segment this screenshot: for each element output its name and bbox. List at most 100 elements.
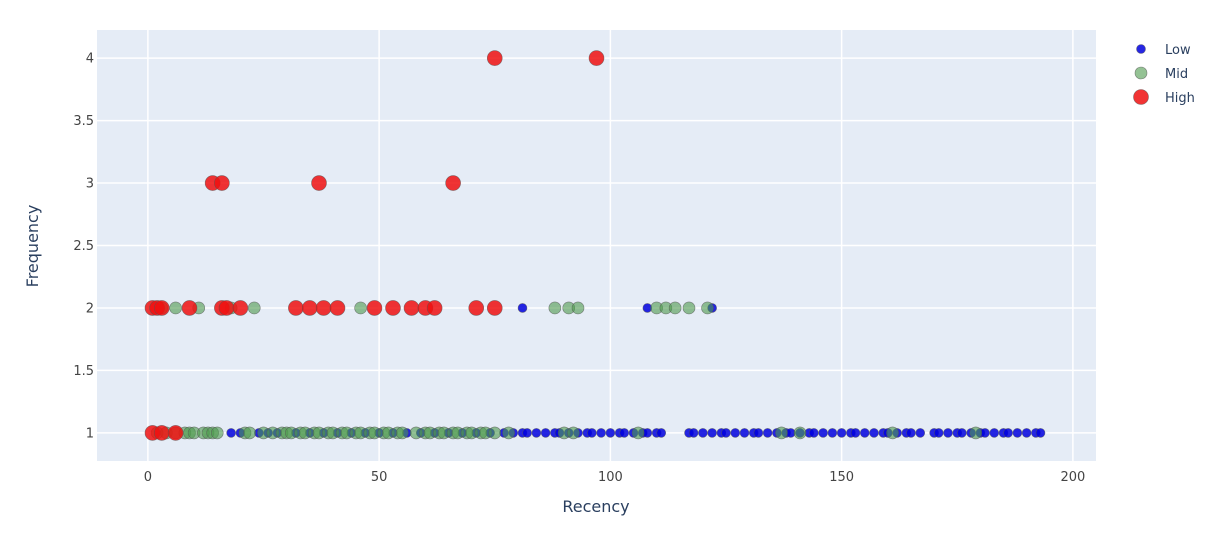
data-point-mid [775,426,788,440]
data-point-mid [243,426,256,440]
legend-marker [1134,66,1148,80]
y-tick-label: 3 [86,177,94,192]
y-tick-label: 1.5 [73,364,94,379]
legend[interactable]: Low Mid High [1133,43,1195,107]
data-point-low [906,428,916,438]
data-point-low [1035,428,1046,438]
data-point-low [869,428,879,438]
data-point-low [836,428,847,438]
data-point-low [915,428,926,438]
data-point-high [301,300,318,316]
data-point-low [1003,428,1013,438]
y-tick-label: 4 [86,52,94,67]
data-point-high [153,425,170,441]
legend-item-low[interactable]: Low [1136,43,1191,58]
data-point-high [468,300,485,316]
data-point-high [486,300,503,316]
data-point-low [517,303,528,313]
y-tick-label: 2 [86,301,94,316]
data-point-mid [502,426,515,440]
series-mid [150,301,983,440]
series-high [144,50,605,441]
data-point-low [762,428,773,438]
data-points [144,50,1046,441]
data-point-high [218,300,235,316]
data-point-mid [886,426,899,440]
data-point-low [753,428,764,438]
data-point-low [707,428,717,438]
data-point-mid [969,426,983,440]
legend-label: High [1165,91,1195,106]
data-point-low [730,428,741,438]
data-point-mid [210,426,224,440]
legend-item-mid[interactable]: Mid [1134,66,1188,82]
y-tick-labels: 1 1.5 2 2.5 3 3.5 4 [73,52,94,442]
data-point-mid [793,426,807,440]
data-point-mid [631,426,645,440]
data-point-high [311,175,327,191]
data-point-high [232,300,249,316]
data-point-low [605,428,616,438]
legend-item-high[interactable]: High [1133,89,1195,107]
data-point-low [721,428,731,438]
data-point-mid [682,301,696,315]
data-point-low [698,428,708,438]
data-point-low [809,428,819,438]
x-tick-label: 200 [1060,470,1085,485]
data-point-mid [548,301,562,315]
y-tick-label: 2.5 [73,239,94,254]
data-point-high [588,50,605,66]
data-point-mid [571,301,585,315]
data-point-low [1012,428,1023,438]
data-point-low [818,428,828,438]
data-point-high [486,50,503,66]
data-point-mid [668,301,682,315]
x-tick-label: 100 [598,470,623,485]
data-point-high [288,300,304,316]
data-point-low [226,428,236,438]
data-point-high [315,300,332,316]
data-point-low [587,428,597,438]
legend-marker [1136,44,1146,54]
data-point-high [445,175,461,191]
data-point-high [366,300,383,316]
data-point-high [329,300,346,316]
data-point-high [426,300,443,316]
data-point-mid [354,301,367,315]
data-point-mid [169,301,182,315]
data-point-low [1021,428,1032,438]
data-point-low [859,428,870,438]
data-point-low [957,428,967,438]
data-point-low [850,428,861,438]
data-point-mid [701,301,714,315]
data-point-low [739,428,750,438]
data-point-mid [567,426,580,440]
data-point-low [540,428,551,438]
y-tick-label: 3.5 [73,114,94,129]
legend-label: Mid [1165,67,1188,82]
data-point-high [167,425,184,441]
x-tick-label: 150 [829,470,854,485]
x-tick-label: 50 [371,470,388,485]
data-point-high [181,300,198,316]
data-point-low [933,428,944,438]
data-point-low [827,428,838,438]
y-tick-label: 1 [86,426,94,441]
data-point-high [403,300,420,316]
data-point-high [385,300,401,316]
data-point-low [596,428,606,438]
y-axis-title: Frequency [23,205,42,288]
data-point-low [522,428,532,438]
data-point-mid [247,301,261,315]
data-point-mid [395,426,409,440]
data-point-low [688,428,699,438]
x-tick-labels: 0 50 100 150 200 [144,470,1086,485]
data-point-high [214,175,230,191]
legend-marker [1133,89,1149,105]
data-point-low [656,428,667,438]
x-axis-title: Recency [562,497,629,516]
x-tick-label: 0 [144,470,152,485]
data-point-low [989,428,1000,438]
data-point-low [531,428,542,438]
